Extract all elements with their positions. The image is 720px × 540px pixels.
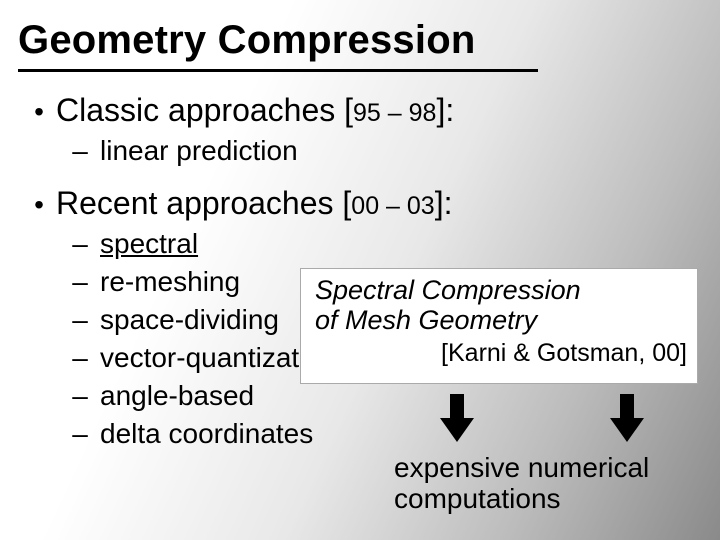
recent-yr1: 00	[351, 192, 379, 220]
bullet-classic: • Classic approaches [95 – 98]:	[22, 92, 710, 129]
dash-icon: –	[66, 342, 94, 374]
bullet-recent: • Recent approaches [00 – 03]:	[22, 185, 710, 222]
recent-label-pre: Recent approaches [	[56, 185, 351, 221]
dash-icon: –	[66, 228, 94, 260]
recent-item-label: spectral	[100, 228, 198, 260]
classic-sep: –	[381, 99, 409, 127]
recent-item-label: re-meshing	[100, 266, 240, 298]
callout-citation: [Karni & Gotsman, 00]	[315, 339, 687, 368]
classic-label-post: ]:	[436, 92, 454, 128]
down-arrow-icon	[610, 394, 644, 442]
recent-item-label: delta coordinates	[100, 418, 313, 450]
recent-item-label: angle-based	[100, 380, 254, 412]
classic-yr1: 95	[353, 99, 381, 127]
dash-icon: –	[66, 135, 94, 167]
arrow-caption: expensive numerical computations	[394, 452, 704, 515]
bullet-dot-icon: •	[22, 189, 56, 221]
recent-item: – angle-based	[22, 380, 710, 412]
bullet-dot-icon: •	[22, 96, 56, 128]
callout-title: Spectral Compression of Mesh Geometry	[315, 275, 687, 335]
dash-icon: –	[66, 380, 94, 412]
dash-icon: –	[66, 304, 94, 336]
recent-item: – spectral	[22, 228, 710, 260]
dash-icon: –	[66, 266, 94, 298]
classic-yr2: 98	[409, 99, 437, 127]
recent-sep: –	[379, 192, 407, 220]
recent-yr2: 03	[407, 192, 435, 220]
title-rule	[18, 69, 538, 72]
classic-label-pre: Classic approaches [	[56, 92, 353, 128]
recent-item: – delta coordinates	[22, 418, 710, 450]
callout-box: Spectral Compression of Mesh Geometry [K…	[300, 268, 698, 384]
recent-item-label: space-dividing	[100, 304, 279, 336]
down-arrow-icon	[440, 394, 474, 442]
dash-icon: –	[66, 418, 94, 450]
classic-item: – linear prediction	[22, 135, 710, 167]
classic-item-label: linear prediction	[100, 135, 298, 167]
slide-title: Geometry Compression	[18, 18, 710, 63]
recent-label-post: ]:	[435, 185, 453, 221]
